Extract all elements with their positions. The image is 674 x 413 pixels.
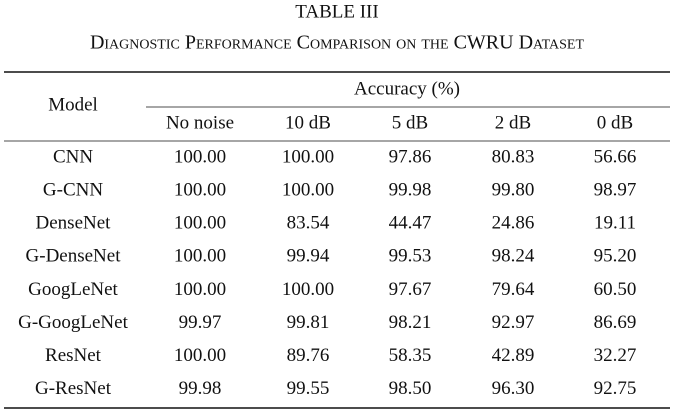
cell: 44.47	[389, 213, 432, 234]
row-label: GoogLeNet	[28, 279, 118, 300]
row-label: G-GoogLeNet	[18, 312, 128, 333]
cell: 99.53	[389, 246, 432, 267]
row-label: ResNet	[45, 345, 102, 366]
cell: 100.00	[174, 146, 226, 167]
cell: 86.69	[594, 312, 637, 333]
header-model: Model	[48, 94, 98, 115]
row-label: G-CNN	[43, 179, 103, 200]
cell: 100.00	[174, 179, 226, 200]
cell: 99.55	[287, 378, 330, 399]
header-group: Accuracy (%)	[354, 78, 460, 99]
cell: 100.00	[174, 279, 226, 300]
cell: 99.81	[287, 312, 330, 333]
cell: 100.00	[174, 345, 226, 366]
cell: 95.20	[594, 246, 637, 267]
table-caption: Diagnostic Performance Comparison on the…	[90, 32, 585, 54]
cell: 100.00	[282, 279, 334, 300]
column-header: 0 dB	[597, 112, 633, 133]
row-label: CNN	[53, 146, 93, 167]
cell: 24.86	[492, 213, 535, 234]
row-label: G-DenseNet	[26, 246, 122, 267]
cell: 58.35	[389, 345, 432, 366]
cell: 97.86	[389, 146, 432, 167]
cell: 99.80	[492, 179, 535, 200]
cell: 100.00	[282, 179, 334, 200]
row-label: DenseNet	[36, 213, 112, 234]
column-header: No noise	[166, 112, 234, 133]
cell: 98.97	[594, 179, 637, 200]
cell: 97.67	[389, 279, 432, 300]
row-label: G-ResNet	[35, 378, 112, 399]
cell: 19.11	[594, 213, 636, 234]
cell: 80.83	[492, 146, 535, 167]
cell: 99.94	[287, 246, 330, 267]
cell: 100.00	[174, 246, 226, 267]
cell: 100.00	[174, 213, 226, 234]
cell: 89.76	[287, 345, 330, 366]
cell: 79.64	[492, 279, 535, 300]
cell: 99.98	[389, 179, 432, 200]
cell: 99.97	[179, 312, 222, 333]
cell: 56.66	[594, 146, 637, 167]
cell: 100.00	[282, 146, 334, 167]
cell: 92.75	[594, 378, 637, 399]
cell: 98.21	[389, 312, 432, 333]
cell: 83.54	[287, 213, 330, 234]
column-header: 2 dB	[495, 112, 531, 133]
cell: 98.50	[389, 378, 432, 399]
cell: 99.98	[179, 378, 222, 399]
column-header: 5 dB	[392, 112, 428, 133]
cell: 60.50	[594, 279, 637, 300]
table-title: TABLE III	[295, 1, 378, 22]
cell: 92.97	[492, 312, 535, 333]
column-header: 10 dB	[285, 112, 331, 133]
cell: 96.30	[492, 378, 535, 399]
cell: 32.27	[594, 345, 637, 366]
cell: 42.89	[492, 345, 535, 366]
cell: 98.24	[492, 246, 535, 267]
